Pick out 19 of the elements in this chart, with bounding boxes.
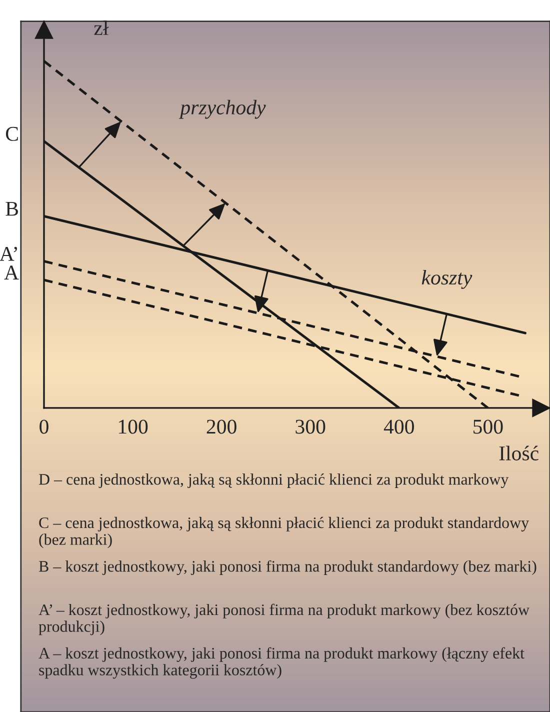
text: A – koszt jednostkowy, jaki ponosi firma na produkt markowy (łączny efekt spadku wszystkich kategorii kosztów) <box>38 647 524 679</box>
text: C – cena jednostkowa, jaką są skłonni płacić klienci za produkt standardowy (bez marki) <box>39 516 529 548</box>
text: B <box>6 202 18 216</box>
x-axis-title: Ilość <box>499 446 538 460</box>
x-tick-label: 400 <box>384 420 414 434</box>
x-tick-label: 200 <box>206 420 236 434</box>
text: B – koszt jednostkowy, jaki ponosi firma na produkt standardowy (bez marki) <box>38 560 536 576</box>
annotation: przychody <box>178 100 266 119</box>
text: A’ <box>0 246 17 261</box>
x-tick-label: 300 <box>296 420 326 434</box>
text: C <box>6 126 18 141</box>
y-axis-title: zł <box>94 20 109 35</box>
text: A <box>4 266 19 280</box>
text: D – cena jednostkowa, jaką są skłonni płacić klienci za produkt markowy <box>38 473 509 488</box>
x-tick-label: 500 <box>474 420 503 434</box>
text: A’ – koszt jednostkowy, jaki ponosi firma na produkt markowy (bez kosztów produkcji) <box>38 604 530 636</box>
x-tick-label: 0 <box>40 420 48 434</box>
x-tick-label: 100 <box>118 420 148 434</box>
annotation: koszty <box>422 270 472 289</box>
